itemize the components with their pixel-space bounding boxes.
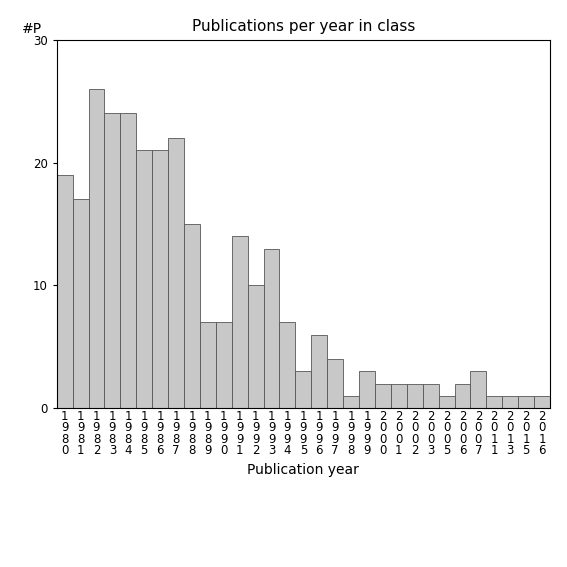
Bar — [57, 175, 73, 408]
Bar — [359, 371, 375, 408]
Bar — [343, 396, 359, 408]
Text: #P: #P — [22, 22, 43, 36]
Bar — [422, 384, 439, 408]
Bar — [518, 396, 534, 408]
Bar — [439, 396, 455, 408]
Bar — [152, 150, 168, 408]
Bar — [88, 89, 104, 408]
Bar — [168, 138, 184, 408]
Bar — [502, 396, 518, 408]
Title: Publications per year in class: Publications per year in class — [192, 19, 415, 35]
Bar — [264, 248, 280, 408]
Bar — [391, 384, 407, 408]
Bar — [248, 285, 264, 408]
Bar — [295, 371, 311, 408]
Bar — [407, 384, 422, 408]
Bar — [486, 396, 502, 408]
Bar — [120, 113, 136, 408]
Bar — [327, 359, 343, 408]
Bar — [73, 200, 88, 408]
Bar — [184, 224, 200, 408]
Bar — [534, 396, 550, 408]
Bar — [200, 322, 216, 408]
Bar — [232, 236, 248, 408]
Bar — [104, 113, 120, 408]
Bar — [216, 322, 232, 408]
Bar — [471, 371, 486, 408]
Bar — [311, 335, 327, 408]
Bar — [455, 384, 471, 408]
Bar — [375, 384, 391, 408]
X-axis label: Publication year: Publication year — [247, 463, 359, 477]
Bar — [280, 322, 295, 408]
Bar — [136, 150, 152, 408]
